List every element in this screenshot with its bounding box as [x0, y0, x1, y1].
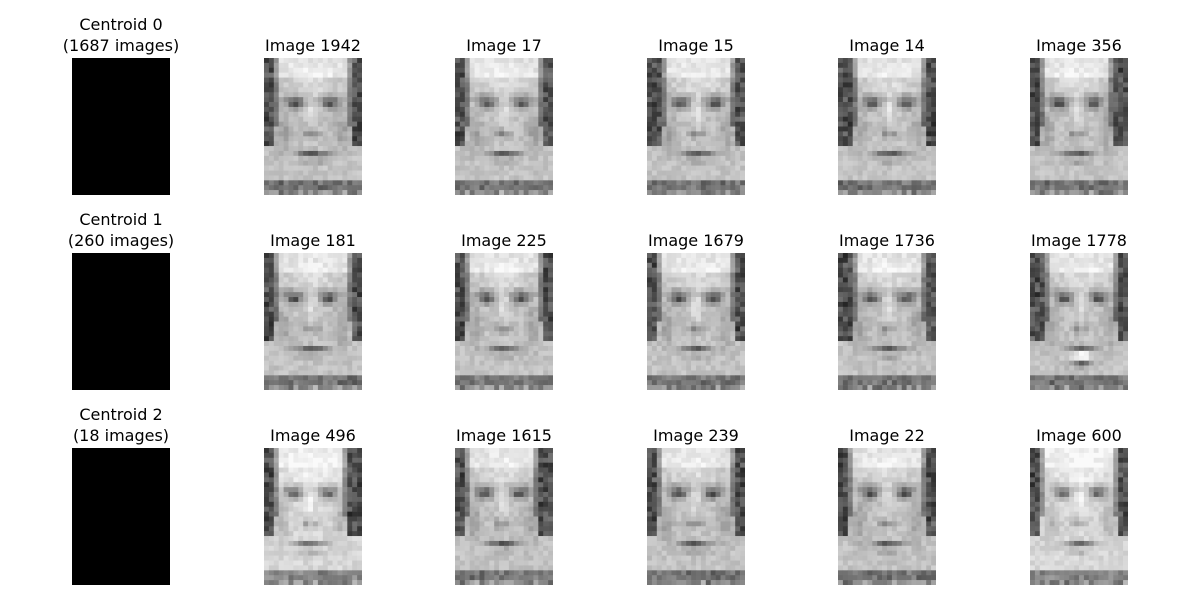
face-title-2-0: Image 496: [270, 426, 356, 445]
face-title-2-1: Image 1615: [456, 426, 552, 445]
face-cell-1-2: Image 1679: [647, 231, 745, 390]
face-cell-1-1: Image 225: [455, 231, 553, 390]
centroid-image-1: [72, 253, 170, 390]
face-title-2-2: Image 239: [653, 426, 739, 445]
face-title-1-1: Image 225: [461, 231, 547, 250]
face-image-0-4: [1030, 58, 1128, 195]
face-cell-0-3: Image 14: [838, 36, 936, 195]
centroid-title-1: Centroid 1 (260 images): [67, 210, 175, 250]
face-cell-1-3: Image 1736: [838, 231, 936, 390]
centroid-image-0: [72, 58, 170, 195]
face-image-0-2: [647, 58, 745, 195]
face-cell-1-4: Image 1778: [1030, 231, 1128, 390]
face-title-0-2: Image 15: [658, 36, 734, 55]
face-title-1-0: Image 181: [270, 231, 356, 250]
face-cell-2-0: Image 496: [264, 426, 362, 585]
centroid-image-2: [72, 448, 170, 585]
face-cell-2-3: Image 22: [838, 426, 936, 585]
face-image-2-4: [1030, 448, 1128, 585]
face-image-1-4: [1030, 253, 1128, 390]
face-title-0-0: Image 1942: [265, 36, 361, 55]
face-title-1-3: Image 1736: [839, 231, 935, 250]
face-cell-1-0: Image 181: [264, 231, 362, 390]
face-title-0-3: Image 14: [849, 36, 925, 55]
face-image-2-1: [455, 448, 553, 585]
face-cell-0-0: Image 1942: [264, 36, 362, 195]
face-image-2-2: [647, 448, 745, 585]
face-title-0-4: Image 356: [1036, 36, 1122, 55]
face-title-2-4: Image 600: [1036, 426, 1122, 445]
face-cell-2-2: Image 239: [647, 426, 745, 585]
face-title-1-4: Image 1778: [1031, 231, 1127, 250]
face-image-0-3: [838, 58, 936, 195]
centroid-cell-2: Centroid 2 (18 images): [72, 405, 170, 585]
face-image-1-3: [838, 253, 936, 390]
centroid-cell-0: Centroid 0 (1687 images): [63, 15, 179, 195]
face-cell-2-4: Image 600: [1030, 426, 1128, 585]
face-cell-2-1: Image 1615: [455, 426, 553, 585]
centroid-cell-1: Centroid 1 (260 images): [68, 210, 174, 390]
face-image-1-0: [264, 253, 362, 390]
face-title-2-3: Image 22: [849, 426, 925, 445]
face-image-1-2: [647, 253, 745, 390]
face-image-2-3: [838, 448, 936, 585]
face-cell-0-1: Image 17: [455, 36, 553, 195]
centroid-title-0: Centroid 0 (1687 images): [62, 15, 180, 55]
face-title-0-1: Image 17: [466, 36, 542, 55]
face-cell-0-2: Image 15: [647, 36, 745, 195]
face-title-1-2: Image 1679: [648, 231, 744, 250]
face-image-2-0: [264, 448, 362, 585]
face-image-1-1: [455, 253, 553, 390]
face-image-0-0: [264, 58, 362, 195]
face-image-0-1: [455, 58, 553, 195]
face-cell-0-4: Image 356: [1030, 36, 1128, 195]
centroid-title-2: Centroid 2 (18 images): [72, 405, 170, 445]
